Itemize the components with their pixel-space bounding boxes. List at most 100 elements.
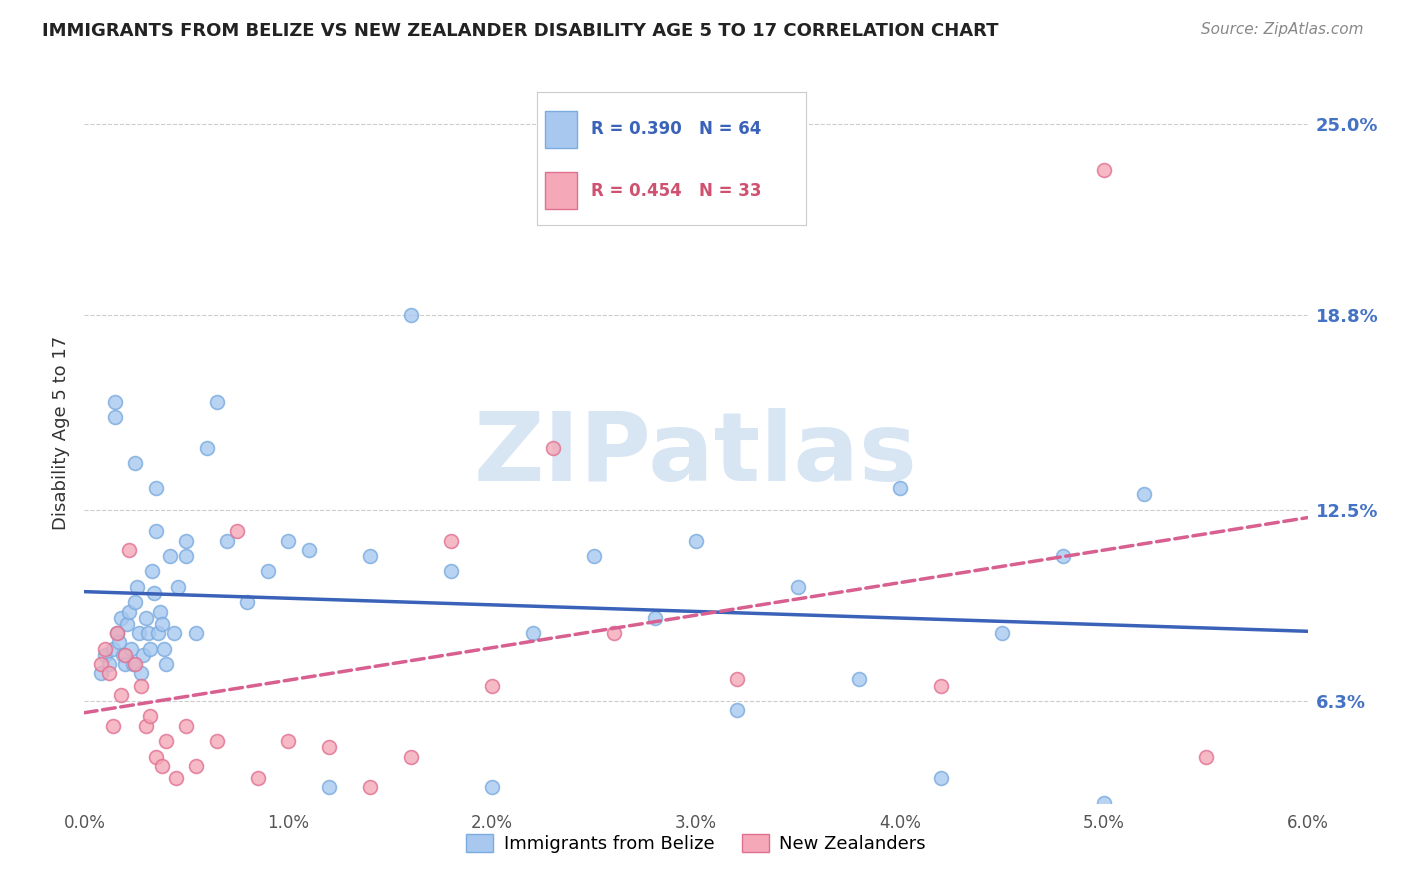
Point xyxy=(145,481,167,495)
Point xyxy=(359,780,381,795)
Point xyxy=(399,749,422,764)
Point xyxy=(399,309,422,323)
Text: Source: ZipAtlas.com: Source: ZipAtlas.com xyxy=(1201,22,1364,37)
Point xyxy=(104,394,127,409)
Point xyxy=(685,533,707,548)
Point xyxy=(101,719,124,733)
Point xyxy=(120,641,142,656)
Point xyxy=(114,657,136,671)
Point xyxy=(97,657,120,671)
Point xyxy=(118,605,141,619)
Point xyxy=(205,394,228,409)
Point xyxy=(186,626,208,640)
Point xyxy=(110,610,132,624)
Point xyxy=(124,457,146,471)
Point xyxy=(135,610,157,624)
Point xyxy=(93,648,115,662)
Point xyxy=(159,549,181,563)
Point xyxy=(138,709,160,723)
Point xyxy=(165,771,187,785)
Point xyxy=(146,626,169,640)
Point xyxy=(112,648,135,662)
Point xyxy=(205,734,228,748)
Point xyxy=(127,580,149,594)
Point xyxy=(124,595,146,609)
Point xyxy=(163,626,186,640)
Point xyxy=(138,641,160,656)
Point xyxy=(132,648,155,662)
Point xyxy=(149,605,172,619)
Text: ZIPatlas: ZIPatlas xyxy=(474,409,918,501)
Point xyxy=(1092,796,1115,810)
Point xyxy=(481,780,503,795)
Point xyxy=(359,549,381,563)
Point xyxy=(105,626,128,640)
Point xyxy=(929,679,952,693)
Point xyxy=(104,410,127,425)
Point xyxy=(105,626,128,640)
Point xyxy=(186,758,208,772)
Point xyxy=(174,549,197,563)
Point xyxy=(246,771,269,785)
Point xyxy=(1052,549,1074,563)
Point xyxy=(440,565,463,579)
Point xyxy=(929,771,952,785)
Text: IMMIGRANTS FROM BELIZE VS NEW ZEALANDER DISABILITY AGE 5 TO 17 CORRELATION CHART: IMMIGRANTS FROM BELIZE VS NEW ZEALANDER … xyxy=(42,22,998,40)
Point xyxy=(481,679,503,693)
Legend: Immigrants from Belize, New Zealanders: Immigrants from Belize, New Zealanders xyxy=(458,827,934,861)
Point xyxy=(257,565,280,579)
Point xyxy=(108,635,131,649)
Point xyxy=(93,641,115,656)
Point xyxy=(136,626,159,640)
Point xyxy=(128,626,150,640)
Point xyxy=(155,734,177,748)
Point xyxy=(318,740,340,755)
Point xyxy=(195,441,218,455)
Point xyxy=(131,679,153,693)
Point xyxy=(110,688,132,702)
Point xyxy=(145,524,167,539)
Point xyxy=(141,565,163,579)
Point xyxy=(298,542,321,557)
Point xyxy=(174,719,197,733)
Point xyxy=(135,719,157,733)
Point xyxy=(90,657,112,671)
Point xyxy=(889,481,911,495)
Point xyxy=(787,580,810,594)
Point xyxy=(97,666,120,681)
Point xyxy=(115,616,138,631)
Point xyxy=(277,734,299,748)
Point xyxy=(1195,749,1218,764)
Point xyxy=(848,673,870,687)
Point xyxy=(142,586,165,600)
Point xyxy=(153,641,176,656)
Point xyxy=(603,626,626,640)
Point xyxy=(644,610,666,624)
Point xyxy=(124,657,146,671)
Point xyxy=(543,441,565,455)
Point xyxy=(90,666,112,681)
Point xyxy=(167,580,190,594)
Point xyxy=(318,780,340,795)
Point xyxy=(991,626,1014,640)
Y-axis label: Disability Age 5 to 17: Disability Age 5 to 17 xyxy=(52,335,70,530)
Point xyxy=(118,542,141,557)
Point xyxy=(236,595,259,609)
Point xyxy=(725,703,748,717)
Point xyxy=(150,758,173,772)
Point xyxy=(145,749,167,764)
Point xyxy=(277,533,299,548)
Point xyxy=(131,666,153,681)
Point xyxy=(522,626,544,640)
Point xyxy=(226,524,249,539)
Point xyxy=(440,533,463,548)
Point xyxy=(583,549,606,563)
Point xyxy=(174,533,197,548)
Point xyxy=(217,533,239,548)
Point xyxy=(101,641,124,656)
Point xyxy=(155,657,177,671)
Point xyxy=(150,616,173,631)
Point xyxy=(725,673,748,687)
Point xyxy=(1092,163,1115,178)
Point xyxy=(122,657,145,671)
